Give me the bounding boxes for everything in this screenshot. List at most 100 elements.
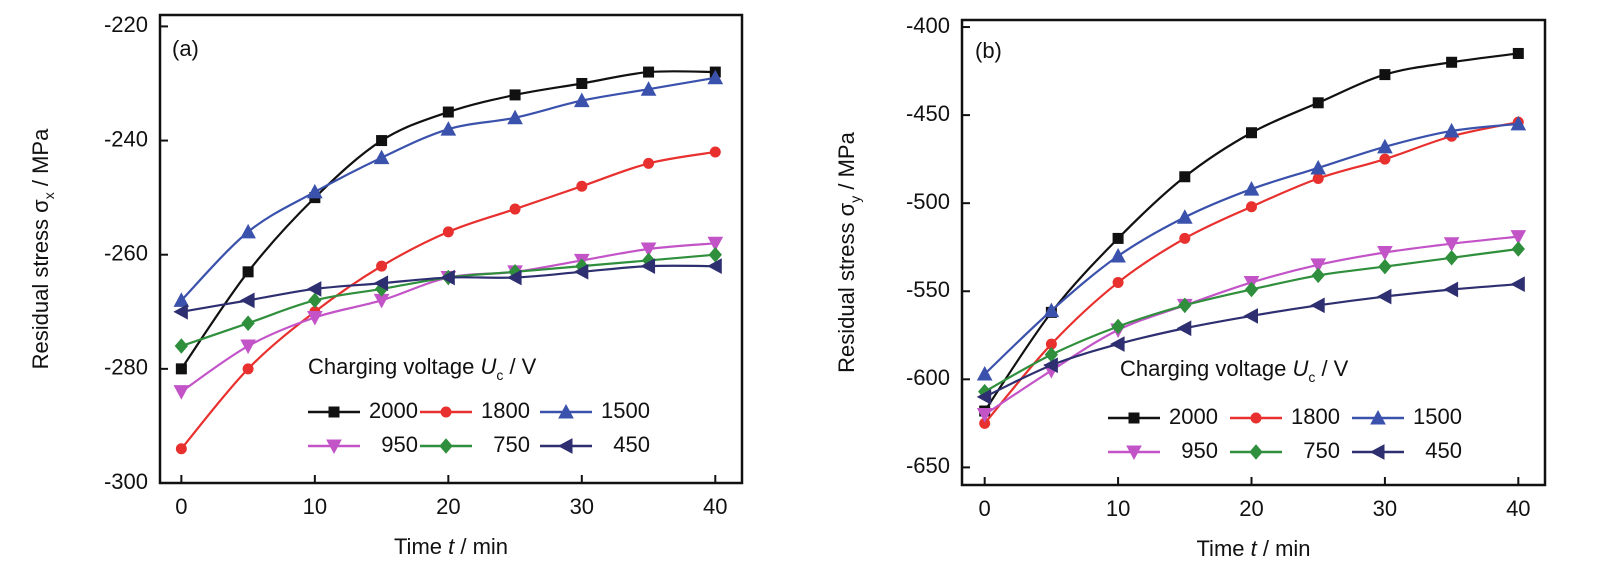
marker (1250, 412, 1262, 424)
label: Time t / min (1196, 536, 1310, 561)
marker (640, 81, 657, 96)
marker (643, 157, 655, 169)
marker (242, 363, 254, 375)
marker (373, 149, 390, 165)
marker (326, 439, 342, 455)
x-tick-label: 20 (1239, 496, 1263, 521)
marker (509, 89, 521, 101)
marker (1179, 171, 1191, 183)
marker (709, 146, 721, 158)
marker (1043, 302, 1060, 318)
marker (440, 406, 452, 418)
marker (1443, 281, 1459, 298)
marker (1510, 115, 1527, 131)
marker (1443, 237, 1460, 252)
marker (576, 77, 588, 89)
series (175, 66, 721, 375)
marker (1176, 209, 1193, 224)
marker (976, 365, 993, 381)
marker (240, 292, 255, 309)
marker (376, 260, 388, 272)
legend-label: 1500 (601, 398, 650, 423)
marker (1249, 444, 1263, 460)
marker (440, 121, 457, 136)
plot-frame (960, 18, 1547, 487)
label-part: t (1251, 536, 1258, 561)
marker (1511, 241, 1525, 257)
x-tick-label: 30 (1373, 496, 1397, 521)
marker (507, 269, 522, 286)
x-tick-label: 40 (703, 494, 727, 519)
marker (976, 389, 992, 405)
marker (1377, 138, 1393, 154)
marker (1443, 122, 1460, 138)
series (978, 241, 1525, 400)
legend-label: 450 (1425, 438, 1462, 463)
y-tick-label: -260 (104, 241, 148, 266)
series-line (181, 253, 716, 348)
x-tick-label: 0 (175, 494, 187, 519)
marker (1311, 267, 1325, 284)
marker (1112, 276, 1124, 288)
marker (1379, 69, 1391, 81)
label-part: Time (1196, 536, 1250, 561)
marker (1126, 445, 1142, 461)
marker (557, 438, 573, 454)
marker (976, 408, 993, 423)
marker (307, 310, 323, 326)
marker (640, 242, 657, 258)
label: Charging voltage Uc / V (1120, 356, 1349, 385)
label-part: Residual stress σ (834, 202, 859, 373)
label: Residual stress σy / MPa (834, 131, 863, 372)
label: Residual stress σx / MPa (28, 128, 57, 369)
marker (707, 69, 724, 85)
y-tick-label: -400 (906, 13, 950, 38)
series-line (180, 70, 716, 370)
marker (174, 338, 189, 354)
marker (175, 443, 187, 455)
legend-label: 2000 (1169, 404, 1218, 429)
marker (1512, 47, 1524, 59)
series-line (984, 235, 1519, 416)
marker (1243, 308, 1258, 324)
marker (173, 385, 190, 400)
y-tick-label: -280 (104, 355, 148, 380)
label-part: Charging voltage (1120, 356, 1292, 381)
marker (1043, 357, 1058, 374)
marker (1128, 412, 1140, 424)
label-part: Residual stress σ (28, 199, 53, 370)
marker (173, 303, 188, 320)
marker (1310, 159, 1327, 175)
marker (440, 269, 455, 286)
marker (442, 226, 454, 238)
marker (1310, 297, 1325, 314)
marker (573, 92, 590, 108)
marker (707, 258, 722, 274)
y-tick-label: -240 (104, 126, 148, 151)
legend-label: 1500 (1413, 404, 1462, 429)
marker (640, 258, 656, 274)
label-part: t (448, 534, 455, 559)
marker (1110, 247, 1126, 263)
marker (373, 275, 389, 292)
panel-label: (b) (975, 38, 1002, 63)
series (979, 116, 1524, 429)
marker (1179, 232, 1191, 244)
marker (707, 236, 724, 252)
marker (1244, 281, 1259, 298)
x-tick-label: 10 (1106, 496, 1130, 521)
panel-label: (a) (172, 36, 199, 61)
x-tick-label: 30 (570, 494, 594, 519)
marker (1370, 409, 1386, 425)
label: Time t / min (394, 534, 508, 559)
marker (1378, 258, 1392, 275)
marker (1112, 232, 1124, 244)
y-tick-label: -600 (906, 365, 950, 390)
marker (1446, 56, 1458, 68)
marker (1444, 250, 1459, 266)
marker (1312, 173, 1324, 185)
label-part: / V (1315, 356, 1348, 381)
marker (1312, 97, 1324, 109)
marker (439, 438, 453, 454)
